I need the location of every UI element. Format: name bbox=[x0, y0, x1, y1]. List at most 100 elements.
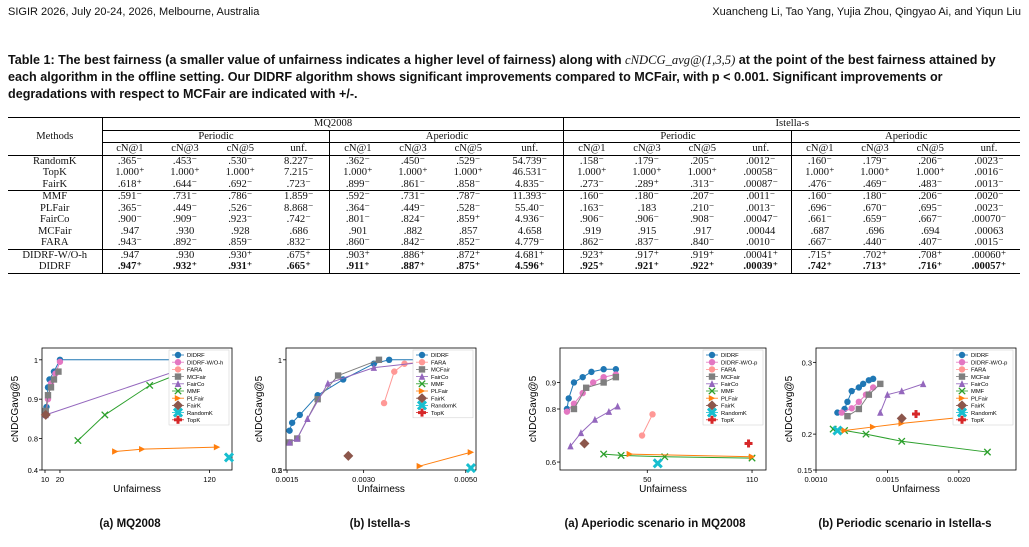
legend-label: TopK bbox=[187, 418, 200, 424]
legend-label: DIDRF bbox=[431, 353, 449, 359]
legend-marker bbox=[958, 366, 966, 373]
method-name: DIDRF-W/O-h bbox=[8, 248, 102, 261]
data-point bbox=[565, 395, 572, 402]
result-cell: .696⁻ bbox=[791, 202, 848, 214]
subcaption: (b) Periodic scenario in Istella-s bbox=[818, 518, 992, 530]
result-cell: .908⁻ bbox=[690, 214, 715, 225]
legend-marker-stroke bbox=[418, 380, 426, 388]
result-cell: .887⁺ bbox=[385, 261, 441, 274]
data-point bbox=[855, 384, 863, 391]
x-tick-label: 0.0030 bbox=[352, 475, 375, 484]
result-cell: .713⁺ bbox=[847, 261, 903, 274]
data-point bbox=[617, 451, 625, 460]
result-cell: .206⁻ bbox=[902, 190, 958, 203]
legend-marker bbox=[958, 373, 966, 380]
result-cell: .362⁻ bbox=[329, 154, 386, 167]
data-point bbox=[401, 360, 408, 367]
series-line bbox=[419, 451, 472, 467]
metric-header: cN@5 bbox=[902, 142, 958, 156]
data-point bbox=[296, 411, 303, 419]
data-point bbox=[919, 380, 927, 388]
legend-marker bbox=[418, 351, 426, 359]
legend-marker-bar bbox=[176, 415, 180, 424]
legend-label: MMF bbox=[187, 389, 201, 395]
result-cell: .273⁻ bbox=[563, 178, 620, 191]
series-line bbox=[847, 383, 881, 417]
result-cell: .742⁻ bbox=[286, 214, 311, 225]
data-point-stroke bbox=[223, 452, 235, 463]
y-tick-label: 1 bbox=[34, 356, 38, 365]
result-cell: .591⁻ bbox=[101, 190, 158, 203]
legend-marker bbox=[174, 415, 182, 424]
result-cell: .180⁻ bbox=[619, 190, 675, 203]
legend-marker bbox=[174, 380, 182, 387]
series-line bbox=[289, 359, 380, 443]
series-line bbox=[833, 428, 988, 453]
data-point bbox=[744, 439, 753, 448]
scenario-header: Aperiodic bbox=[329, 130, 564, 143]
legend-label: FairK bbox=[187, 404, 201, 410]
x-axis-label: Unfairness bbox=[113, 484, 161, 495]
data-point bbox=[55, 368, 62, 375]
legend-marker bbox=[708, 359, 716, 366]
legend-label: RandomK bbox=[721, 411, 747, 417]
result-cell: .742⁺ bbox=[791, 261, 848, 274]
data-point bbox=[391, 368, 398, 375]
result-cell: .930⁺ bbox=[212, 248, 268, 261]
result-cell: .842⁻ bbox=[400, 237, 426, 248]
result-cell: .483⁻ bbox=[918, 178, 943, 190]
data-point bbox=[896, 413, 907, 424]
data-point bbox=[877, 380, 884, 388]
y-axis-label: cNDCGavg@5 bbox=[528, 375, 539, 442]
caption-math: cNDCG_avg@(1,3,5) bbox=[625, 53, 736, 67]
result-cell: .930 bbox=[175, 225, 195, 237]
data-point bbox=[877, 408, 884, 416]
data-point bbox=[416, 462, 424, 470]
legend-label: PLFair bbox=[971, 396, 988, 402]
legend-label: MCFair bbox=[187, 375, 206, 381]
result-cell: 11.393⁻ bbox=[495, 190, 564, 203]
legend-marker-stroke bbox=[172, 407, 184, 418]
y-tick-label: 0.5 bbox=[272, 466, 282, 475]
result-cell: .702⁺ bbox=[847, 248, 903, 261]
result-cell: .289⁺ bbox=[634, 178, 660, 190]
result-cell: .618⁺ bbox=[101, 178, 158, 191]
legend-label: FairK bbox=[721, 404, 735, 410]
result-cell: .872⁺ bbox=[440, 248, 496, 261]
data-point bbox=[859, 380, 867, 388]
result-cell: .160⁻ bbox=[791, 190, 848, 203]
method-name: PLFair bbox=[40, 202, 70, 214]
result-cell: .407⁻ bbox=[918, 237, 943, 248]
result-cell: 54.739⁻ bbox=[495, 154, 564, 167]
result-cell: .928 bbox=[231, 225, 250, 237]
legend-marker bbox=[707, 400, 717, 411]
plot-frame bbox=[285, 347, 477, 471]
result-cell: .695⁻ bbox=[918, 202, 943, 214]
legend-label: FairCo bbox=[721, 382, 738, 388]
results-table: Methods MQ2008 Istella-s Periodic Aperio… bbox=[8, 117, 1020, 274]
conference-line: SIGIR 2026, July 20-24, 2026, Melbourne,… bbox=[8, 6, 260, 18]
figure-mq2008: 10 20 120 0.4 0.8 0.9 1 Unfairness cNDCGavg@5 DID… bbox=[8, 340, 238, 500]
result-cell: .947 bbox=[101, 225, 158, 237]
data-point bbox=[40, 409, 51, 420]
table-row: DIDRF-W/O-h .947.930.930⁺ .675⁺ .903⁺ .886⁺.… bbox=[8, 248, 1020, 261]
result-cell: .665⁺ bbox=[267, 261, 330, 274]
legend-marker bbox=[958, 380, 966, 387]
legend-label: TopK bbox=[971, 418, 984, 424]
result-cell: .731⁻ bbox=[157, 190, 213, 203]
table-caption: Table 1: The best fairness (a smaller va… bbox=[8, 52, 1020, 103]
metric-header: cN@3 bbox=[847, 142, 903, 156]
plot-frame bbox=[815, 347, 1017, 471]
result-cell: .659⁻ bbox=[862, 214, 888, 225]
dataset-header-istella: Istella-s bbox=[563, 117, 1020, 131]
result-cell: 1.000⁺ bbox=[632, 167, 662, 178]
result-cell: 4.835⁻ bbox=[515, 178, 545, 190]
legend-label: MCFair bbox=[431, 368, 450, 374]
result-cell: .205⁻ bbox=[674, 154, 730, 167]
data-point bbox=[223, 452, 235, 463]
metric-header: cN@1 bbox=[101, 142, 158, 156]
legend-label: DIDRF bbox=[721, 353, 739, 359]
result-cell: .947⁺ bbox=[101, 261, 158, 274]
scenario-header: Periodic bbox=[563, 130, 792, 143]
result-cell: .786⁻ bbox=[212, 190, 268, 203]
